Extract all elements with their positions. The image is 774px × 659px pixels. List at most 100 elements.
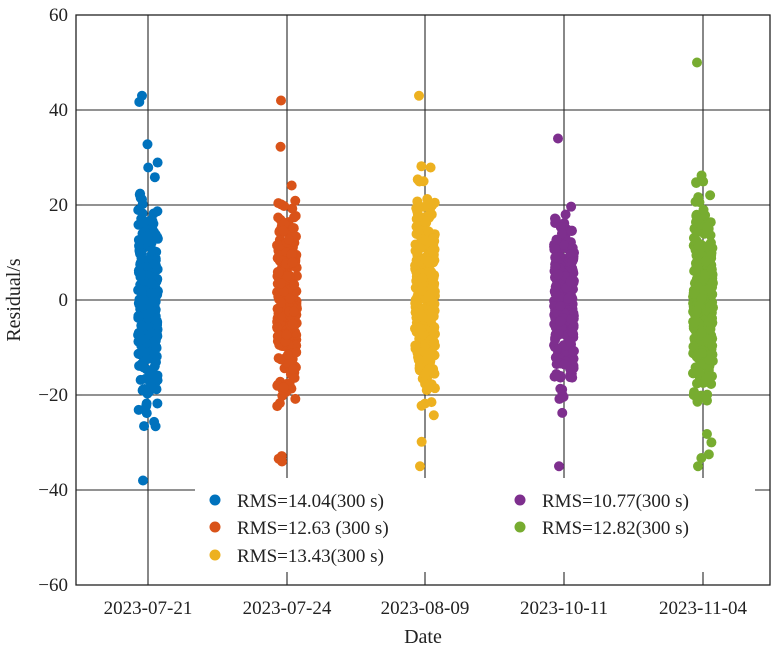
axis-ticks: 60 40 20 0 −20 −40 −60 2023-07-21 2023-07-24 2023… (38, 5, 747, 619)
x-tick-label: 2023-11-04 (659, 598, 747, 619)
data-point (426, 209, 437, 220)
data-point (284, 293, 295, 304)
legend-marker (209, 521, 221, 533)
data-point (289, 279, 300, 290)
data-point (148, 208, 159, 219)
legend: RMS=14.04(300 s) RMS=12.63 (300 s) RMS=13.… (195, 478, 755, 572)
legend-label: RMS=10.77(300 s) (542, 491, 689, 512)
data-point (566, 226, 577, 237)
legend-marker (514, 521, 526, 533)
data-point (701, 428, 712, 439)
y-tick-label: 40 (49, 100, 68, 121)
data-point (288, 223, 299, 234)
data-point (133, 404, 144, 415)
y-tick-label: −40 (38, 480, 68, 501)
legend-box (195, 478, 755, 572)
data-point (410, 294, 421, 305)
data-point (276, 95, 286, 106)
data-point (412, 206, 423, 217)
data-point (696, 327, 707, 338)
data-point (287, 203, 298, 214)
data-point (278, 225, 289, 236)
data-point (704, 354, 715, 365)
data-point (414, 90, 424, 101)
data-point (146, 288, 157, 299)
data-point (705, 190, 716, 201)
data-point (553, 370, 564, 381)
data-point (428, 272, 439, 283)
data-point (137, 208, 148, 219)
data-point (700, 256, 711, 267)
x-tick-label: 2023-07-21 (104, 598, 193, 619)
data-point (278, 382, 289, 393)
data-point (149, 416, 160, 427)
data-point (272, 401, 283, 412)
data-point (141, 408, 152, 419)
data-point (138, 362, 149, 373)
x-tick-label: 2023-10-11 (520, 598, 608, 619)
data-point (558, 239, 569, 250)
data-point (287, 257, 298, 268)
data-point (706, 264, 717, 275)
data-point (137, 90, 147, 101)
data-point (423, 256, 434, 267)
data-point (276, 297, 287, 308)
data-point (550, 214, 561, 225)
data-point (559, 359, 570, 370)
data-point (567, 327, 578, 338)
data-point (412, 196, 423, 207)
data-point (425, 162, 436, 173)
data-points (133, 57, 718, 486)
data-point (416, 400, 427, 411)
data-point (282, 349, 293, 360)
data-point (287, 318, 298, 329)
data-point (142, 231, 153, 242)
data-point (150, 335, 161, 346)
data-point (136, 286, 147, 297)
data-point (288, 364, 299, 375)
data-point (286, 180, 297, 191)
data-point (415, 243, 426, 254)
data-point (139, 421, 150, 432)
legend-marker (209, 549, 221, 561)
data-point (283, 234, 294, 245)
data-point (420, 235, 431, 246)
data-point (693, 192, 704, 203)
legend-marker (209, 494, 221, 506)
data-point (555, 316, 566, 327)
data-point (707, 340, 718, 351)
legend-marker (514, 494, 526, 506)
data-point (557, 407, 568, 418)
data-point (136, 320, 147, 331)
data-point (565, 276, 576, 287)
data-point (151, 315, 162, 326)
data-point (421, 353, 432, 364)
data-point (429, 337, 440, 348)
data-point (691, 227, 702, 238)
data-point (152, 375, 163, 386)
data-point (696, 293, 707, 304)
data-point (146, 278, 157, 289)
data-point (149, 259, 160, 270)
data-point (429, 286, 440, 297)
data-point (550, 243, 561, 254)
data-point (550, 281, 561, 292)
data-point (275, 278, 286, 289)
data-point (142, 388, 153, 399)
data-point (277, 456, 287, 467)
data-point (698, 204, 709, 215)
data-point (568, 346, 579, 357)
data-point (693, 461, 703, 472)
data-point (133, 265, 144, 276)
data-point (416, 285, 427, 296)
data-point (152, 157, 163, 168)
data-point (275, 354, 286, 365)
data-point (151, 342, 162, 353)
data-point (133, 348, 144, 359)
data-point (553, 269, 564, 280)
data-point (566, 314, 577, 325)
data-point (694, 367, 705, 378)
data-point (705, 324, 716, 335)
data-point (701, 373, 712, 384)
